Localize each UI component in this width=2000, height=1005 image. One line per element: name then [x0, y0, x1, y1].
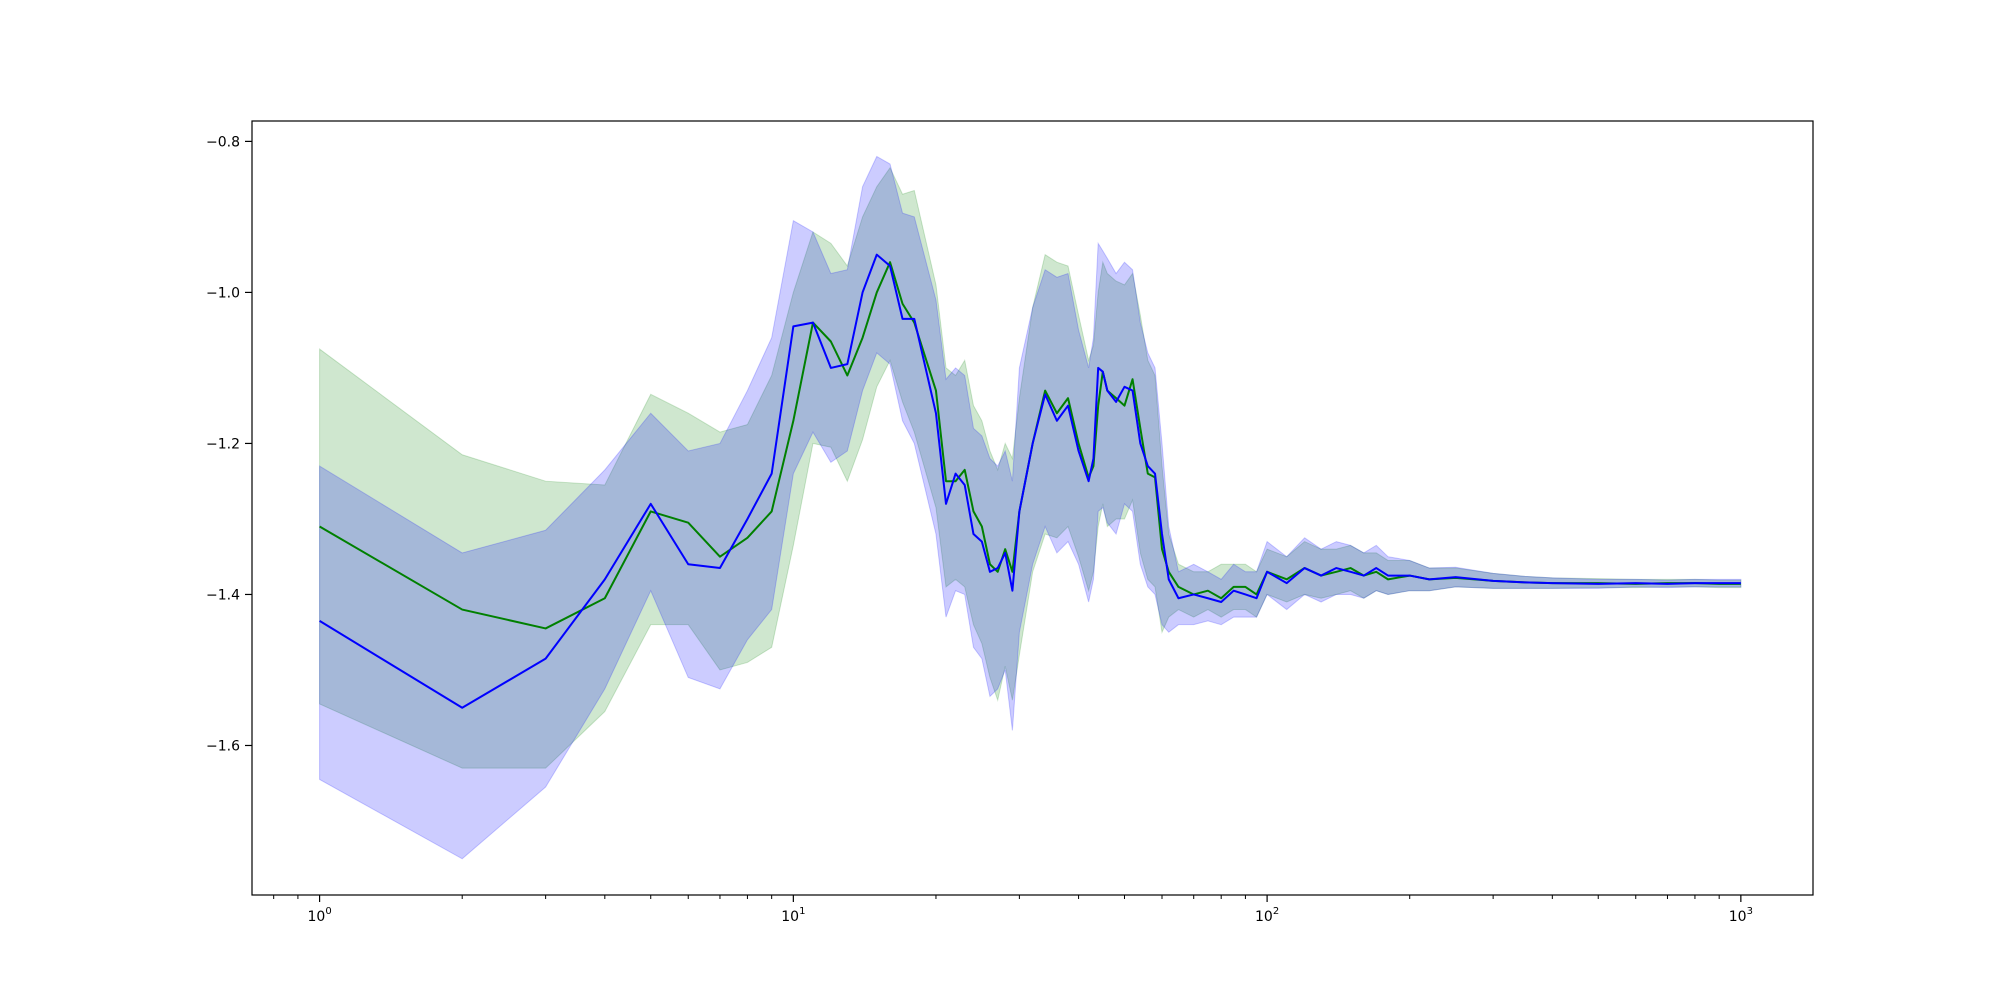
- x-tick-label: 101: [781, 906, 805, 925]
- series-2-line: [319, 253, 1741, 709]
- x-tick-label: 102: [1255, 906, 1279, 925]
- y-tick-label: −0.8: [206, 134, 240, 150]
- y-axis: −0.8 −1.0 −1.2 −1.4 −1.6: [206, 134, 252, 754]
- x-tick-label: 103: [1729, 906, 1753, 925]
- plot-frame: [251, 120, 1814, 896]
- series-lines: [319, 253, 1741, 709]
- confidence-bands: [319, 155, 1742, 860]
- y-tick-label: −1.2: [206, 436, 240, 452]
- x-tick-label: 100: [307, 906, 331, 925]
- series-2-band: [319, 155, 1742, 860]
- y-tick-label: −1.0: [206, 285, 240, 301]
- y-tick-label: −1.6: [206, 738, 240, 754]
- x-axis: 100 101 102 103: [273, 895, 1753, 925]
- series-1-band: [319, 166, 1742, 769]
- y-tick-label: −1.4: [206, 587, 240, 603]
